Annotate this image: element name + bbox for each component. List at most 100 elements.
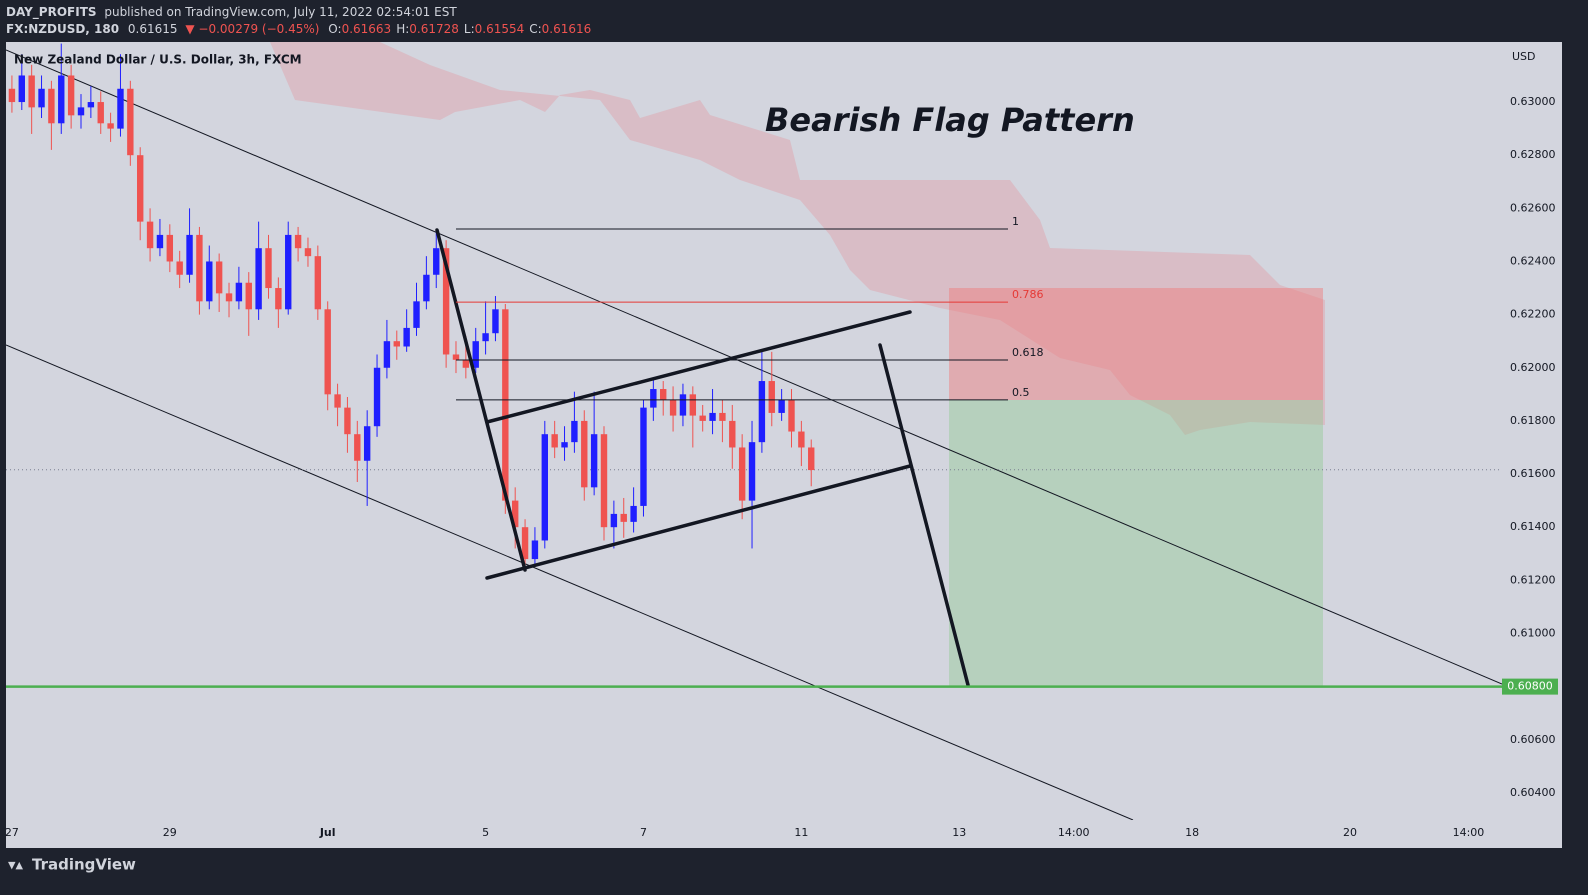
candle-body [808, 447, 815, 471]
flag-bottom [485, 464, 912, 580]
candle-body [748, 442, 756, 501]
candle-body [324, 309, 331, 395]
candle-body [679, 394, 687, 416]
y-tick-label: 0.62000 [1510, 361, 1556, 374]
series [6, 43, 1502, 570]
candle-body [541, 434, 548, 541]
y-tick-label: 0.61800 [1510, 414, 1556, 427]
chart-bg [6, 42, 1562, 848]
candle-body [275, 288, 282, 310]
candle-body [206, 261, 213, 302]
candle-body [97, 102, 104, 124]
brand: TradingView [32, 856, 136, 874]
candle-body [650, 389, 657, 408]
candle-body [413, 301, 420, 328]
symbol-line: FX:NZDUSD, 180 0.61615 ▼ −0.00279 (−0.45… [6, 22, 591, 36]
ohlc-value: 0.61616 [542, 22, 592, 36]
last-price: 0.61615 [128, 22, 178, 36]
y-tick-label: 0.62200 [1510, 308, 1556, 321]
candle-body [452, 354, 460, 360]
candle-body [610, 513, 618, 528]
y-tick-label: 0.60600 [1510, 733, 1556, 746]
candle-body [689, 394, 697, 416]
y-tick-label: 0.61200 [1510, 573, 1556, 586]
target-label: 0.60800 [1507, 680, 1553, 693]
risk-zone [949, 288, 1323, 400]
candle-body [383, 341, 391, 368]
y-tick-label: 0.62600 [1510, 201, 1556, 214]
candle-body [117, 88, 124, 129]
candle-body [462, 359, 470, 368]
candle-body [660, 389, 667, 400]
reward-zone [949, 400, 1323, 687]
candle-body [531, 540, 539, 560]
ohlc-label: H: [396, 22, 409, 36]
candle-body [630, 505, 637, 522]
candle-body [521, 527, 529, 560]
flag-top [485, 310, 912, 424]
symbol: FX:NZDUSD, 180 [6, 22, 119, 36]
channel-top [6, 49, 1502, 685]
candle-body [58, 75, 65, 124]
candle-body [344, 407, 351, 435]
candle-body [423, 274, 430, 302]
candle-body [137, 155, 144, 222]
chart-title: New Zealand Dollar / U.S. Dollar, 3h, FX… [14, 53, 302, 67]
candle-body [669, 399, 677, 416]
x-tick-label: 20 [1343, 826, 1357, 839]
candle-body [225, 293, 233, 302]
candle-body [472, 341, 479, 368]
candle-body [176, 261, 183, 275]
candle-body [314, 256, 322, 310]
candle-body [561, 442, 568, 448]
x-tick-label: 13 [952, 826, 966, 839]
candle-body [729, 420, 736, 448]
ohlc-value: 0.61663 [342, 22, 392, 36]
candle-body [294, 234, 302, 249]
candle-body [433, 248, 440, 275]
x-tick-label: 11 [794, 826, 808, 839]
x-tick-label: 29 [163, 826, 177, 839]
x-tick-label: 27 [5, 826, 19, 839]
candle-body [38, 88, 45, 108]
y-tick-label: 0.63000 [1510, 95, 1556, 108]
candle-body [245, 282, 252, 310]
candle-body [127, 88, 134, 156]
fib-label: 0.786 [1012, 288, 1044, 301]
candle-body [492, 309, 499, 334]
candle-body [738, 447, 746, 501]
candle-body [255, 248, 262, 310]
ohlc-label: O: [328, 22, 341, 36]
candle-body [600, 434, 608, 528]
candle-body [709, 412, 716, 421]
publish-line: DAY_PROFITS published on TradingView.com… [6, 5, 457, 20]
y-tick-label: 0.62800 [1510, 148, 1556, 161]
y-tick-label: 0.62400 [1510, 254, 1556, 267]
candle-body [571, 420, 578, 443]
candle-body [67, 75, 75, 116]
candle-body [502, 309, 509, 501]
logo-mark: ▾▴ [8, 856, 24, 874]
target-label-bg [1502, 678, 1558, 695]
y-tick-label: 0.60400 [1510, 786, 1556, 799]
ichimoku-cloud [270, 42, 1325, 435]
x-tick-label: 14:00 [1058, 826, 1090, 839]
publisher: DAY_PROFITS [6, 5, 97, 20]
candle-body [393, 341, 400, 347]
annotation: Bearish Flag Pattern [765, 101, 1135, 139]
candle-body [196, 234, 203, 302]
candle-body [788, 399, 795, 432]
fib-label: 1 [1012, 215, 1019, 228]
y-tick-label: 0.61400 [1510, 520, 1556, 533]
candle-body [581, 420, 588, 488]
candle-body [77, 107, 85, 116]
candle-body [28, 75, 35, 108]
candle-body [285, 234, 292, 310]
candle-body [551, 434, 558, 448]
candle-body [304, 248, 312, 257]
candle-body [8, 88, 16, 103]
ohlc-label: L: [464, 22, 475, 36]
fib-label: 0.5 [1012, 386, 1030, 399]
candle-body [18, 75, 25, 103]
